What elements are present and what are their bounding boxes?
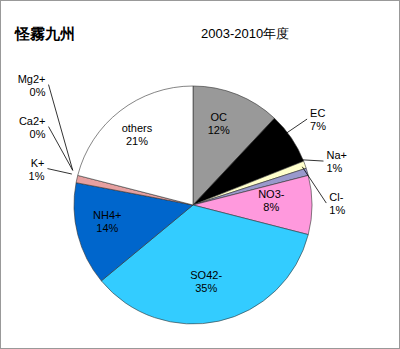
- svg-text:SO42-: SO42-: [190, 269, 222, 281]
- svg-text:8%: 8%: [263, 201, 279, 213]
- svg-text:OC: OC: [210, 111, 227, 123]
- svg-text:Ca2+: Ca2+: [19, 115, 46, 127]
- svg-text:Mg2+: Mg2+: [18, 73, 46, 85]
- svg-text:35%: 35%: [195, 282, 217, 294]
- svg-text:7%: 7%: [310, 120, 326, 132]
- svg-text:Cl-: Cl-: [329, 191, 343, 203]
- svg-text:怪霧九州: 怪霧九州: [14, 25, 75, 42]
- svg-text:1%: 1%: [326, 162, 342, 174]
- svg-text:12%: 12%: [208, 124, 230, 136]
- svg-text:0%: 0%: [30, 128, 46, 140]
- svg-text:K+: K+: [31, 157, 45, 169]
- svg-text:1%: 1%: [329, 204, 345, 216]
- svg-text:21%: 21%: [126, 135, 148, 147]
- svg-text:NH4+: NH4+: [93, 209, 121, 221]
- svg-text:Na+: Na+: [326, 149, 347, 161]
- svg-text:14%: 14%: [96, 222, 118, 234]
- svg-text:others: others: [122, 122, 153, 134]
- svg-text:NO3-: NO3-: [258, 188, 285, 200]
- svg-text:0%: 0%: [30, 86, 46, 98]
- svg-text:EC: EC: [310, 107, 325, 119]
- svg-text:1%: 1%: [29, 170, 45, 182]
- svg-text:2003-2010年度: 2003-2010年度: [201, 26, 289, 41]
